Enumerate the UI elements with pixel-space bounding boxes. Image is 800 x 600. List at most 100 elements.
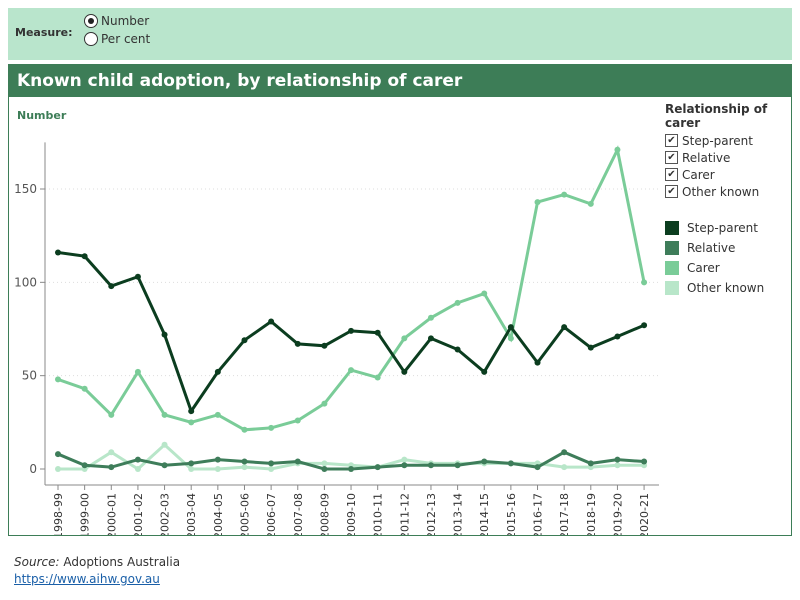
data-point[interactable] <box>561 324 568 331</box>
y-tick-label: 50 <box>22 369 37 383</box>
data-point[interactable] <box>321 400 328 407</box>
data-point[interactable] <box>374 329 381 336</box>
data-point[interactable] <box>134 466 141 472</box>
data-point[interactable] <box>587 344 594 351</box>
data-point[interactable] <box>348 367 355 374</box>
data-point[interactable] <box>427 314 434 321</box>
data-point[interactable] <box>55 376 61 383</box>
data-point[interactable] <box>348 327 355 334</box>
data-point[interactable] <box>454 346 461 353</box>
data-point[interactable] <box>55 451 61 458</box>
data-point[interactable] <box>401 456 408 463</box>
data-point[interactable] <box>214 456 221 463</box>
data-point[interactable] <box>374 374 381 381</box>
data-point[interactable] <box>188 460 195 467</box>
y-axis-label: Number <box>17 109 67 122</box>
data-point[interactable] <box>321 466 328 472</box>
data-point[interactable] <box>161 441 168 448</box>
data-point[interactable] <box>481 368 488 375</box>
x-tick-label: 2003-04 <box>185 493 198 535</box>
data-point[interactable] <box>481 290 488 297</box>
data-point[interactable] <box>427 462 434 469</box>
data-point[interactable] <box>241 426 248 433</box>
data-point[interactable] <box>268 466 275 472</box>
data-point[interactable] <box>454 462 461 469</box>
data-point[interactable] <box>401 335 408 342</box>
data-point[interactable] <box>614 146 621 153</box>
data-point[interactable] <box>507 460 514 467</box>
data-point[interactable] <box>294 417 301 424</box>
data-point[interactable] <box>214 368 221 375</box>
data-point[interactable] <box>427 335 434 342</box>
data-point[interactable] <box>507 324 514 331</box>
data-point[interactable] <box>268 424 275 431</box>
legend-item: Step-parent <box>665 218 791 238</box>
data-point[interactable] <box>374 464 381 471</box>
data-point[interactable] <box>134 368 141 375</box>
data-point[interactable] <box>268 318 275 325</box>
data-point[interactable] <box>454 299 461 306</box>
measure-filter: Measure: Number Per cent <box>8 8 792 60</box>
x-tick-label: 1999-00 <box>79 493 92 535</box>
data-point[interactable] <box>401 462 408 469</box>
data-point[interactable] <box>321 342 328 349</box>
data-point[interactable] <box>614 456 621 463</box>
data-point[interactable] <box>481 458 488 465</box>
data-point[interactable] <box>161 462 168 469</box>
data-point[interactable] <box>614 333 621 340</box>
data-point[interactable] <box>108 449 115 456</box>
data-point[interactable] <box>81 462 88 469</box>
data-point[interactable] <box>401 368 408 375</box>
data-point[interactable] <box>81 253 88 260</box>
radio-number[interactable]: Number <box>84 14 149 28</box>
data-point[interactable] <box>241 458 248 465</box>
source-text: Adoptions Australia <box>63 555 181 569</box>
data-point[interactable] <box>294 458 301 465</box>
data-point[interactable] <box>587 200 594 207</box>
data-point[interactable] <box>55 249 61 256</box>
data-point[interactable] <box>214 411 221 418</box>
data-point[interactable] <box>108 464 115 471</box>
data-point[interactable] <box>641 458 648 465</box>
data-point[interactable] <box>55 466 61 472</box>
data-point[interactable] <box>81 385 88 392</box>
aihw-link[interactable]: https://www.aihw.gov.au <box>14 572 160 586</box>
data-point[interactable] <box>534 359 541 366</box>
data-point[interactable] <box>641 279 648 286</box>
data-point[interactable] <box>561 449 568 456</box>
data-point[interactable] <box>348 466 355 472</box>
data-point[interactable] <box>188 466 195 472</box>
x-tick-label: 2009-10 <box>345 493 358 535</box>
legend: Relationship of carer ✔ Step-parent ✔ Relat… <box>665 102 791 298</box>
data-point[interactable] <box>134 456 141 463</box>
data-point[interactable] <box>534 464 541 471</box>
radio-per-cent[interactable]: Per cent <box>84 32 150 46</box>
data-point[interactable] <box>534 199 541 206</box>
data-point[interactable] <box>134 273 141 280</box>
data-point[interactable] <box>614 462 621 469</box>
x-tick-label: 2010-11 <box>372 493 385 535</box>
legend-checkbox-1[interactable]: ✔ Relative <box>665 149 791 166</box>
legend-checkbox-2[interactable]: ✔ Carer <box>665 166 791 183</box>
data-point[interactable] <box>188 419 195 426</box>
data-point[interactable] <box>214 466 221 472</box>
chart-title: Known child adoption, by relationship of… <box>9 65 791 97</box>
data-point[interactable] <box>268 460 275 467</box>
data-point[interactable] <box>321 460 328 467</box>
data-point[interactable] <box>241 337 248 344</box>
data-point[interactable] <box>241 464 248 471</box>
data-point[interactable] <box>108 283 115 290</box>
data-point[interactable] <box>294 340 301 347</box>
legend-checkbox-3[interactable]: ✔ Other known <box>665 183 791 200</box>
data-point[interactable] <box>641 322 648 329</box>
radio-label: Per cent <box>101 32 151 46</box>
data-point[interactable] <box>161 331 168 338</box>
data-point[interactable] <box>561 191 568 198</box>
data-point[interactable] <box>188 408 195 415</box>
legend-checkbox-0[interactable]: ✔ Step-parent <box>665 132 791 149</box>
data-point[interactable] <box>587 460 594 467</box>
data-point[interactable] <box>161 411 168 418</box>
data-point[interactable] <box>507 335 514 342</box>
data-point[interactable] <box>561 464 568 471</box>
data-point[interactable] <box>108 411 115 418</box>
